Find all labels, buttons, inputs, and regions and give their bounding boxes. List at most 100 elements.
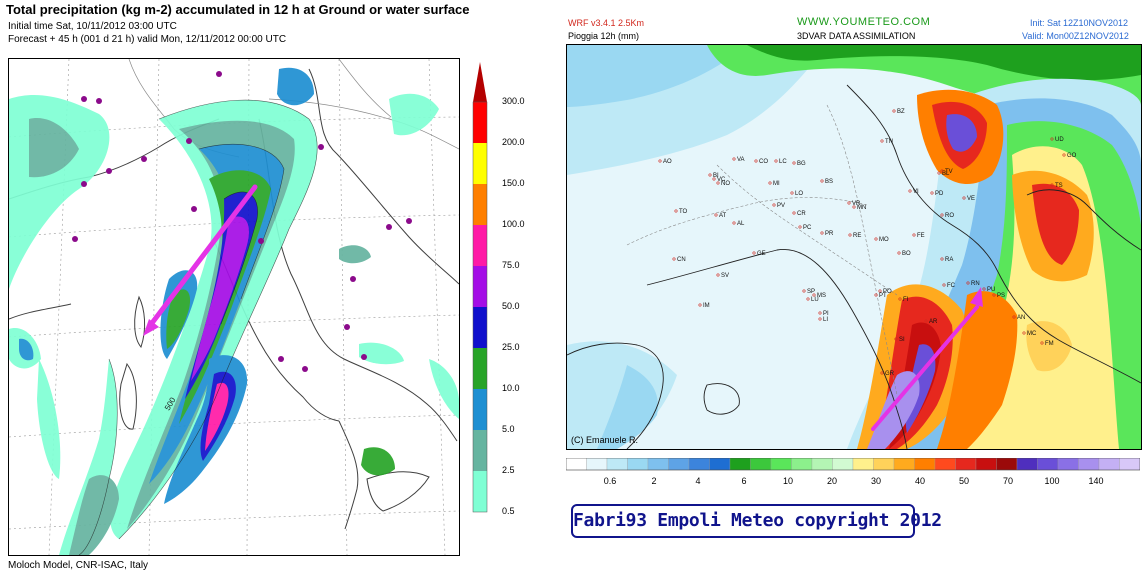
left-precipitation-map: 500 [8, 58, 460, 556]
city-label: LU [811, 297, 819, 303]
city-marker [754, 159, 758, 163]
right-colorbar-band [811, 458, 833, 471]
right-colorbar-band [832, 458, 854, 471]
city-marker [1022, 331, 1026, 335]
city-marker [792, 211, 796, 215]
city-marker [982, 287, 986, 291]
right-colorbar-band [688, 458, 710, 471]
left-colorbar-band [473, 143, 487, 184]
city-label: PT [879, 293, 887, 299]
right-colorbar-label: 140 [1088, 476, 1103, 486]
city-label: PO [883, 289, 892, 295]
city-label: RO [945, 213, 954, 219]
city-label: FM [1045, 341, 1054, 347]
city-label: BL [942, 171, 950, 177]
city-label: RE [853, 233, 861, 239]
city-label: IM [703, 303, 710, 309]
city-label: SV [721, 273, 729, 279]
left-colorbar-tick: 200.0 [502, 137, 525, 147]
left-colorbar-band [473, 225, 487, 266]
left-colorbar-band [473, 102, 487, 143]
city-label: PS [997, 293, 1005, 299]
left-colorbar-tick: 10.0 [502, 383, 520, 393]
city-marker [940, 169, 944, 173]
city-marker [774, 159, 778, 163]
city-marker [1062, 153, 1066, 157]
city-label: AR [929, 319, 938, 325]
city-marker [940, 213, 944, 217]
city-label: TS [1055, 183, 1063, 189]
left-colorbar-tick: 100.0 [502, 219, 525, 229]
city-marker [898, 297, 902, 301]
city-marker [716, 181, 720, 185]
city-label: MC [1027, 331, 1037, 337]
left-colorbar-band [473, 307, 487, 348]
right-axis-arrow [871, 305, 979, 431]
left-colorbar-tick: 5.0 [502, 424, 515, 434]
right-init-time: Init: Sat 12Z10NOV2012 [1030, 18, 1129, 28]
city-label: AN [1017, 315, 1025, 321]
city-label: VA [737, 157, 745, 163]
city-label: VC [717, 177, 726, 183]
city-label: PR [825, 231, 834, 237]
city-marker [752, 251, 756, 255]
city-marker [992, 293, 996, 297]
city-marker [790, 191, 794, 195]
city-label: LC [779, 159, 787, 165]
right-colorbar-band [647, 458, 669, 471]
city-marker [672, 257, 676, 261]
right-colorbar-band [770, 458, 792, 471]
copyright-banner: Fabri93 Empoli Meteo copyright 2012 [571, 504, 942, 538]
right-colorbar-band [606, 458, 628, 471]
city-marker [1050, 137, 1054, 141]
city-label: BG [797, 161, 806, 167]
right-colorbar-band [1016, 458, 1038, 471]
city-label: MI [773, 181, 780, 187]
left-forecast-valid: Forecast + 45 h (001 d 21 h) valid Mon, … [8, 34, 287, 45]
right-colorbar-band [975, 458, 997, 471]
city-marker [880, 139, 884, 143]
right-variable: Pioggia 12h (mm) [568, 31, 640, 41]
city-label: BO [902, 251, 911, 257]
city-label: VI [913, 189, 919, 195]
city-label: FE [917, 233, 925, 239]
city-label: CN [677, 257, 686, 263]
left-map-title: Total precipitation (kg m-2) accumulated… [6, 2, 470, 17]
city-marker [930, 191, 934, 195]
left-colorbar-tick: 50.0 [502, 301, 520, 311]
right-model-version: WRF v3.4.1 2.5Km [568, 18, 645, 28]
city-label: MN [857, 205, 866, 211]
city-label: TV [945, 169, 953, 175]
city-label: UD [1055, 137, 1064, 143]
city-label: BS [825, 179, 833, 185]
city-marker [806, 297, 810, 301]
city-marker [878, 289, 882, 293]
left-colorbar-tick: 25.0 [502, 342, 520, 352]
city-marker [714, 213, 718, 217]
left-colorbar-band [473, 389, 487, 430]
right-colorbar-label: 30 [871, 476, 881, 486]
city-marker [874, 237, 878, 241]
city-marker [708, 173, 712, 177]
city-marker [937, 171, 941, 175]
right-colorbar-band [873, 458, 895, 471]
right-colorbar-band [1119, 458, 1140, 471]
right-colorbar-band [1098, 458, 1120, 471]
left-initial-time: Initial time Sat, 10/11/2012 03:00 UTC [8, 21, 177, 32]
right-colorbar-label: 6 [741, 476, 746, 486]
right-map-copyright: (C) Emanuele R. [571, 435, 638, 445]
city-label: AL [737, 221, 745, 227]
city-label: TN [885, 139, 893, 145]
city-label: AT [719, 213, 727, 219]
city-label: MS [817, 293, 826, 299]
right-colorbar-band [668, 458, 690, 471]
city-label: PU [987, 287, 995, 293]
city-marker [812, 293, 816, 297]
right-colorbar-band [914, 458, 936, 471]
city-label: PD [935, 191, 944, 197]
right-colorbar-label: 20 [827, 476, 837, 486]
colorbar-top-arrow [473, 62, 487, 102]
right-colorbar-band [1057, 458, 1079, 471]
right-colorbar: 0.6 2 4 6 10 20 30 40 50 70 100 140 [566, 458, 1140, 486]
left-colorbar-tick: 0.5 [502, 506, 515, 516]
